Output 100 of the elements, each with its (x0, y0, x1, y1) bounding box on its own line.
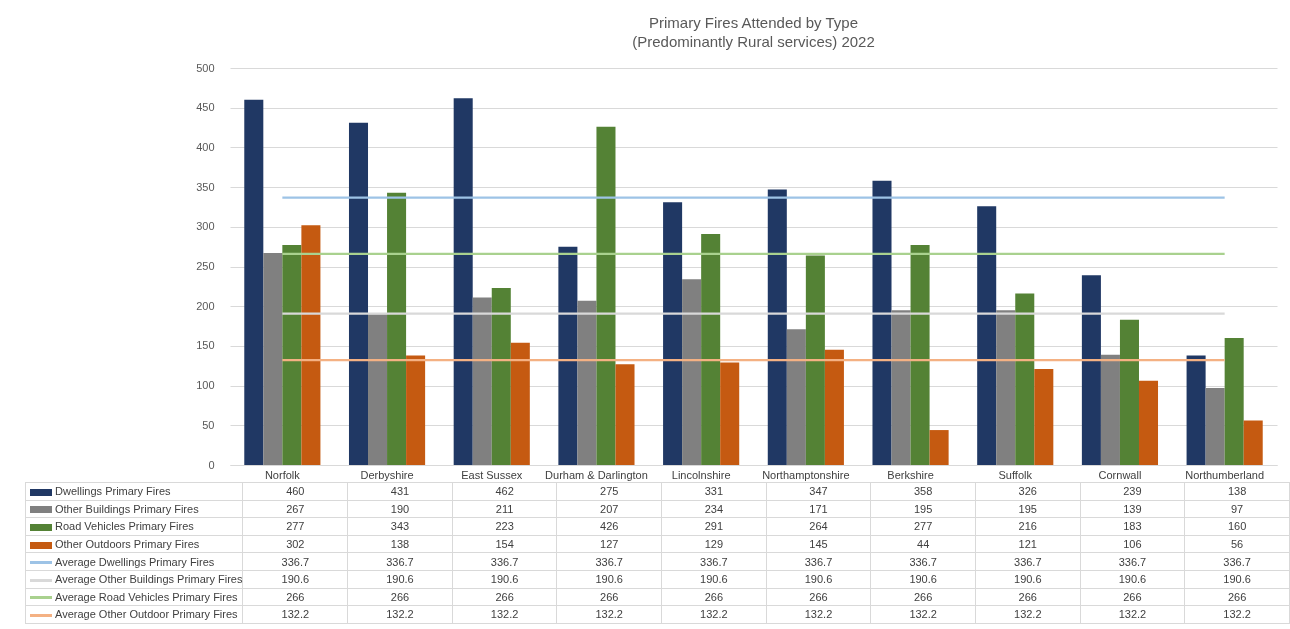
data-label: 190.6 (1184, 570, 1290, 589)
data-label: 223 (452, 517, 557, 536)
data-label: 431 (347, 482, 453, 501)
data-label: 121 (975, 535, 1081, 553)
bar (1224, 337, 1244, 465)
legend-label: Dwellings Primary Fires (25, 482, 243, 501)
bar (891, 310, 911, 465)
data-label: 266 (556, 588, 662, 606)
x-tick-label: Derbyshire (360, 468, 414, 481)
bar (406, 355, 426, 465)
data-label: 266 (975, 588, 1081, 606)
data-label: 331 (661, 482, 767, 501)
data-label: 160 (1184, 517, 1290, 536)
data-label: 302 (242, 535, 348, 553)
data-label: 195 (975, 500, 1081, 518)
data-label: 132.2 (556, 605, 662, 624)
data-label: 266 (242, 588, 348, 606)
x-tick-label: East Sussex (461, 468, 523, 481)
data-label: 336.7 (661, 552, 767, 571)
y-tick-label: 250 (196, 260, 215, 272)
data-label: 211 (452, 500, 557, 518)
data-label: 183 (1080, 517, 1185, 536)
data-label: 336.7 (1080, 552, 1185, 571)
bar (1205, 387, 1225, 465)
y-tick-label: 300 (196, 220, 215, 233)
x-tick-label: Berkshire (887, 468, 934, 481)
x-tick-label: Norfolk (264, 468, 301, 481)
bar (720, 362, 740, 465)
bar (701, 233, 721, 465)
data-label: 336.7 (975, 552, 1081, 571)
bar (929, 430, 949, 465)
data-label: 266 (661, 588, 767, 606)
legend-label: Other Outdoors Primary Fires (25, 535, 243, 553)
y-tick-label: 350 (196, 180, 215, 193)
data-label: 277 (242, 517, 348, 536)
bar (301, 225, 321, 465)
bar (996, 310, 1016, 465)
data-label: 190.6 (347, 570, 453, 589)
legend-label: Average Dwellings Primary Fires (25, 552, 243, 571)
bar (472, 297, 492, 465)
data-label: 195 (870, 500, 976, 518)
data-label: 97 (1184, 500, 1290, 518)
data-label: 266 (1080, 588, 1185, 606)
data-label: 132.2 (242, 605, 348, 624)
data-label: 266 (452, 588, 557, 606)
bar (282, 245, 302, 465)
data-label: 190.6 (1080, 570, 1185, 589)
bar (1081, 275, 1101, 465)
data-label: 132.2 (452, 605, 557, 624)
bar (977, 206, 997, 465)
data-label: 138 (347, 535, 453, 553)
data-label: 190.6 (975, 570, 1081, 589)
data-label: 132.2 (347, 605, 453, 624)
data-label: 347 (766, 482, 871, 501)
data-label: 190.6 (870, 570, 976, 589)
data-label: 336.7 (766, 552, 871, 571)
data-label: 190.6 (766, 570, 871, 589)
bar (1015, 293, 1035, 465)
bar (1100, 354, 1120, 465)
bar (368, 314, 388, 465)
data-label: 291 (661, 517, 767, 536)
bar (263, 253, 283, 465)
data-label: 132.2 (975, 605, 1081, 624)
bar (244, 99, 264, 465)
bar (615, 364, 635, 465)
data-label: 266 (870, 588, 976, 606)
data-label: 336.7 (242, 552, 348, 571)
bar (387, 192, 407, 465)
data-label: 190.6 (242, 570, 348, 589)
bar (348, 122, 369, 465)
data-label: 266 (1184, 588, 1290, 606)
y-tick-label: 400 (196, 140, 215, 153)
y-tick-label: 100 (196, 379, 215, 392)
y-tick-label: 500 (196, 61, 215, 74)
bar (491, 287, 511, 465)
data-label: 44 (870, 535, 976, 553)
bar (1243, 420, 1263, 465)
bar (910, 245, 930, 465)
bar (663, 202, 683, 465)
data-label: 56 (1184, 535, 1290, 553)
bar (453, 98, 473, 465)
bar (558, 246, 578, 465)
bar (596, 126, 616, 465)
bar (872, 180, 892, 465)
data-label: 145 (766, 535, 871, 553)
data-label: 190.6 (556, 570, 662, 589)
data-label: 266 (347, 588, 453, 606)
bar (510, 342, 530, 465)
y-tick-label: 0 (208, 458, 215, 471)
bar (1119, 319, 1139, 465)
legend-label: Average Other Buildings Primary Fires (25, 570, 243, 589)
y-tick-label: 150 (196, 339, 215, 352)
data-label: 336.7 (556, 552, 662, 571)
data-label: 343 (347, 517, 453, 536)
data-label: 207 (556, 500, 662, 518)
y-tick-label: 450 (196, 101, 215, 114)
data-label: 336.7 (452, 552, 557, 571)
data-label: 462 (452, 482, 557, 501)
bar (1138, 380, 1159, 465)
data-label: 132.2 (1080, 605, 1185, 624)
